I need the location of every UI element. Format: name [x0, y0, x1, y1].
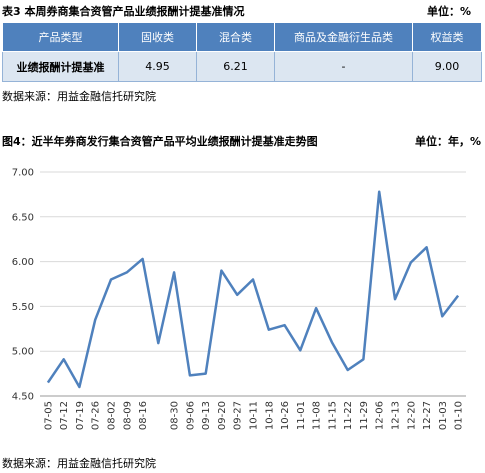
cell: 业绩报酬计提基准 [2, 51, 119, 82]
source: 数据来源：用益金融信托研究院 [2, 90, 156, 103]
cell: - [274, 51, 413, 82]
x-tick-label: 10-26 [280, 401, 291, 430]
x-tick-label: 09-06 [185, 401, 196, 430]
header-cell: 产品类型 [2, 22, 119, 52]
cell: 4.95 [118, 51, 197, 82]
y-tick-label: 5.00 [12, 347, 34, 358]
data-row: 业绩报酬计提基准 4.95 6.21 - 9.00 [2, 51, 482, 82]
y-tick-label: 6.00 [12, 257, 34, 268]
x-tick-label: 09-27 [233, 401, 244, 430]
x-tick-label: 07-26 [91, 401, 102, 430]
x-tick-label: 09-13 [201, 401, 212, 430]
x-tick-label: 12-13 [391, 401, 402, 430]
x-tick-label: 09-20 [217, 401, 228, 430]
x-tick-label: 10-18 [264, 401, 275, 430]
header-cell: 权益类 [412, 22, 482, 52]
x-tick-label: 11-08 [312, 401, 323, 430]
x-tick-label: 08-02 [107, 401, 118, 430]
source: 数据来源：用益金融信托研究院 [2, 457, 156, 470]
x-tick-label: 08-09 [122, 401, 133, 430]
x-tick-label: 10-11 [249, 401, 260, 430]
x-tick-label: 12-20 [406, 401, 417, 430]
x-tick-label: 07-12 [59, 401, 70, 430]
x-tick-label: 12-06 [375, 401, 386, 430]
header-cell: 商品及金融衍生品类 [274, 22, 413, 52]
x-tick-label: 08-16 [138, 401, 149, 430]
line [46, 190, 460, 389]
header-cell: 混合类 [196, 22, 275, 52]
y-tick-label: 5.50 [12, 302, 34, 313]
x-tick-label: 11-22 [343, 401, 354, 430]
x-tick-label: 01-03 [438, 401, 449, 430]
x-tick-label: 07-19 [75, 401, 86, 430]
x-tick-label: 12-27 [422, 401, 433, 430]
cell: 9.00 [412, 51, 482, 82]
y-tick-label: 4.50 [12, 392, 34, 403]
table: 产品类型 固收类 混合类 商品及金融衍生品类 权益类 业绩报酬计提基准 4.95… [2, 22, 482, 82]
x-tick-label: 01-10 [454, 401, 465, 430]
y-tick-label: 6.50 [12, 212, 34, 223]
header-cell: 固收类 [118, 22, 197, 52]
x-tick-label: 11-15 [327, 401, 338, 430]
cell: 6.21 [196, 51, 275, 82]
x-tick-label: 11-01 [296, 401, 307, 430]
x-tick-label: 08-30 [170, 401, 181, 430]
chart: 4.50 5.00 5.50 6.00 6.50 7.00 07-05 07-12 07-19 0… [12, 168, 466, 430]
table-unit: 单位：% [426, 5, 471, 18]
x-tick-label: 11-29 [359, 401, 370, 430]
table-title: 表3 本周券商集合资管产品业绩报酬计提基准情况 [2, 5, 245, 18]
chart-title: 图4：近半年券商发行集合资管产品平均业绩报酬计提基准走势图 [2, 135, 318, 148]
chart-unit: 单位：年，% [414, 135, 481, 148]
y-tick-label: 7.00 [12, 168, 34, 179]
x-tick-label: 07-05 [43, 401, 54, 430]
header-row: 产品类型 固收类 混合类 商品及金融衍生品类 权益类 [2, 22, 482, 52]
